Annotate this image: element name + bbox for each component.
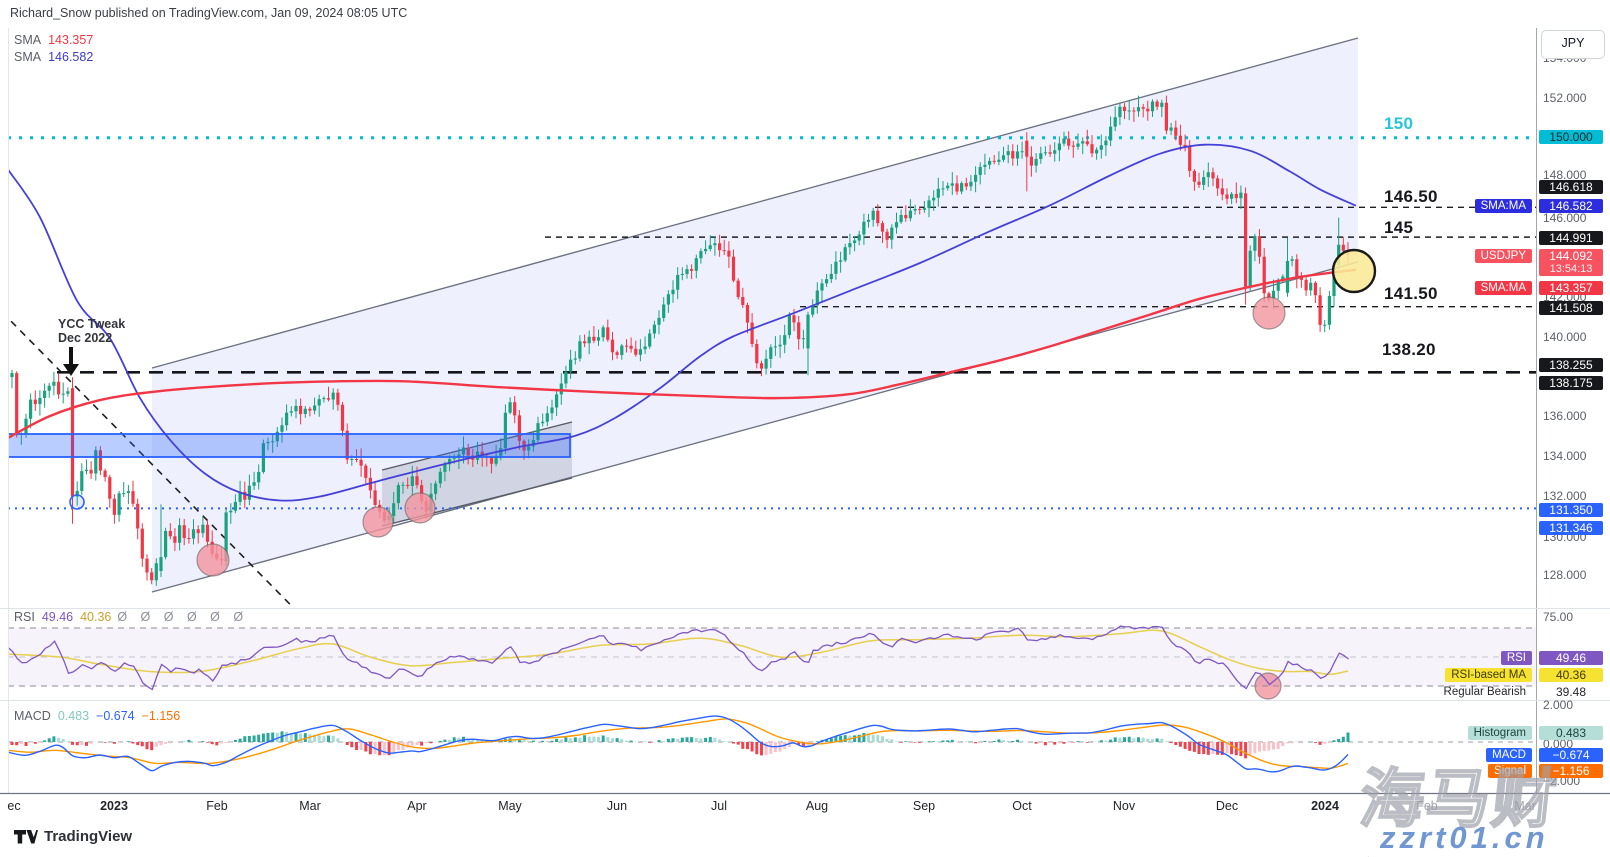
time-axis-label: Sep [912,799,936,813]
axis-flag-value: 49.46 [1539,651,1603,665]
axis-tick: 2.000 [1543,698,1574,712]
rsi-legend[interactable]: RSI 49.46 40.36 Ø Ø Ø Ø Ø Ø [14,610,248,624]
axis-flag-value: 144.092 13:54:13 [1539,249,1603,276]
price-level-label: 146.50 [1384,187,1438,206]
axis-flag-value: 138.255 [1539,358,1603,372]
time-axis-label: Jul [711,799,727,813]
axis-flag-name: Histogram [1467,726,1532,740]
rsi-label: RSI [14,610,35,624]
axis-tick: 128.000 [1543,568,1587,582]
tradingview-brand: TradingView [44,828,133,845]
axis-flag-value: 141.508 [1539,301,1603,315]
axis-flag-name: RSI [1500,651,1532,665]
time-axis-label: Feb [1416,799,1438,813]
axis-flag-name: RSI-based MA [1445,668,1532,682]
axis-flag-name: USDJPY [1474,249,1532,263]
byline: Richard_Snow published on TradingView.co… [10,6,408,20]
axis-flag-value: 40.36 [1539,668,1603,682]
tradingview-logo-icon [14,829,38,843]
axis-tick: 148.000 [1543,168,1587,182]
time-axis-label: Dec [1215,799,1239,813]
axis-flag-value: 144.991 [1539,231,1603,245]
axis-tick: 132.000 [1543,489,1587,503]
rsi-empty-params: Ø Ø Ø Ø Ø Ø [117,610,249,624]
axis-flag-name: MACD [1486,748,1532,762]
ycc-annotation: YCC Tweak Dec 2022 [58,317,126,345]
axis-flag-value: 131.346 [1539,521,1603,535]
macd-line-value: −0.674 [96,709,135,723]
macd-legend[interactable]: MACD 0.483 −0.674 −1.156 [14,709,180,723]
price-level-label: 138.20 [1382,340,1436,359]
axis-flag-value: 131.350 [1539,503,1603,517]
axis-tick: 75.00 [1543,610,1574,624]
axis-tick: 140.000 [1543,330,1587,344]
axis-flag-value: 138.175 [1539,376,1603,390]
tradingview-footer[interactable]: TradingView [13,828,132,845]
time-axis-label: ec [7,799,21,813]
axis-flag-value: −1.156 [1539,764,1603,778]
axis-flag-name: SMA:MA [1474,281,1532,295]
axis-tick: 146.000 [1543,211,1587,225]
axis-tick: 134.000 [1543,449,1587,463]
watermark-url: zzrt01.cn [1380,820,1549,855]
time-axis-label: Aug [805,799,829,813]
sma-legend-row: SMA 143.357 [14,32,93,49]
time-axis-label: Feb [206,799,228,813]
currency-button[interactable]: JPY [1541,30,1605,59]
axis-flag-name: Regular Bearish [1443,686,1526,698]
axis-tick: 0.000 [1543,737,1574,751]
price-level-label: 141.50 [1384,284,1438,303]
macd-hist-value: 0.483 [57,709,90,723]
time-axis-label: Apr [407,799,427,813]
sma-value: 146.582 [48,50,94,64]
sma-legend[interactable]: SMA 143.357 SMA 146.582 [14,32,93,66]
time-axis-label: Mar [299,799,321,813]
axis-flag-name: SMA:MA [1474,199,1532,213]
axis-tick: 136.000 [1543,409,1587,423]
price-level-label: 145 [1384,218,1414,237]
time-axis-label: Nov [1112,799,1136,813]
time-axis-label: Mar [1514,799,1536,813]
macd-label: MACD [14,709,51,723]
sma-legend-row: SMA 146.582 [14,49,93,66]
axis-flag-value: 0.483 [1539,726,1603,740]
price-level-label: 150 [1384,114,1414,133]
macd-signal-value: −1.156 [141,709,181,723]
axis-flag-value: 150.000 [1539,130,1603,144]
time-axis-label: 2024 [1311,799,1339,813]
time-axis-label: Oct [1012,799,1032,813]
axis-flag-value: 143.357 [1539,281,1603,295]
axis-flag-value: 146.618 [1539,180,1603,194]
time-axis-label: Jun [606,799,628,813]
axis-flag-name: Signal [1488,764,1532,778]
time-axis-label: May [498,799,522,813]
axis-tick: 152.000 [1543,91,1587,105]
rsi-value: 49.46 [41,610,74,624]
sma-label: SMA [14,33,42,47]
rsi-ma-value: 40.36 [80,610,112,624]
axis-flag-value: 39.48 [1555,685,1587,699]
sma-value: 143.357 [48,33,94,47]
axis-flag-value: −0.674 [1539,748,1603,762]
axis-flag-value: 146.582 [1539,199,1603,213]
time-axis-label: 2023 [100,799,128,813]
sma-label: SMA [14,50,42,64]
